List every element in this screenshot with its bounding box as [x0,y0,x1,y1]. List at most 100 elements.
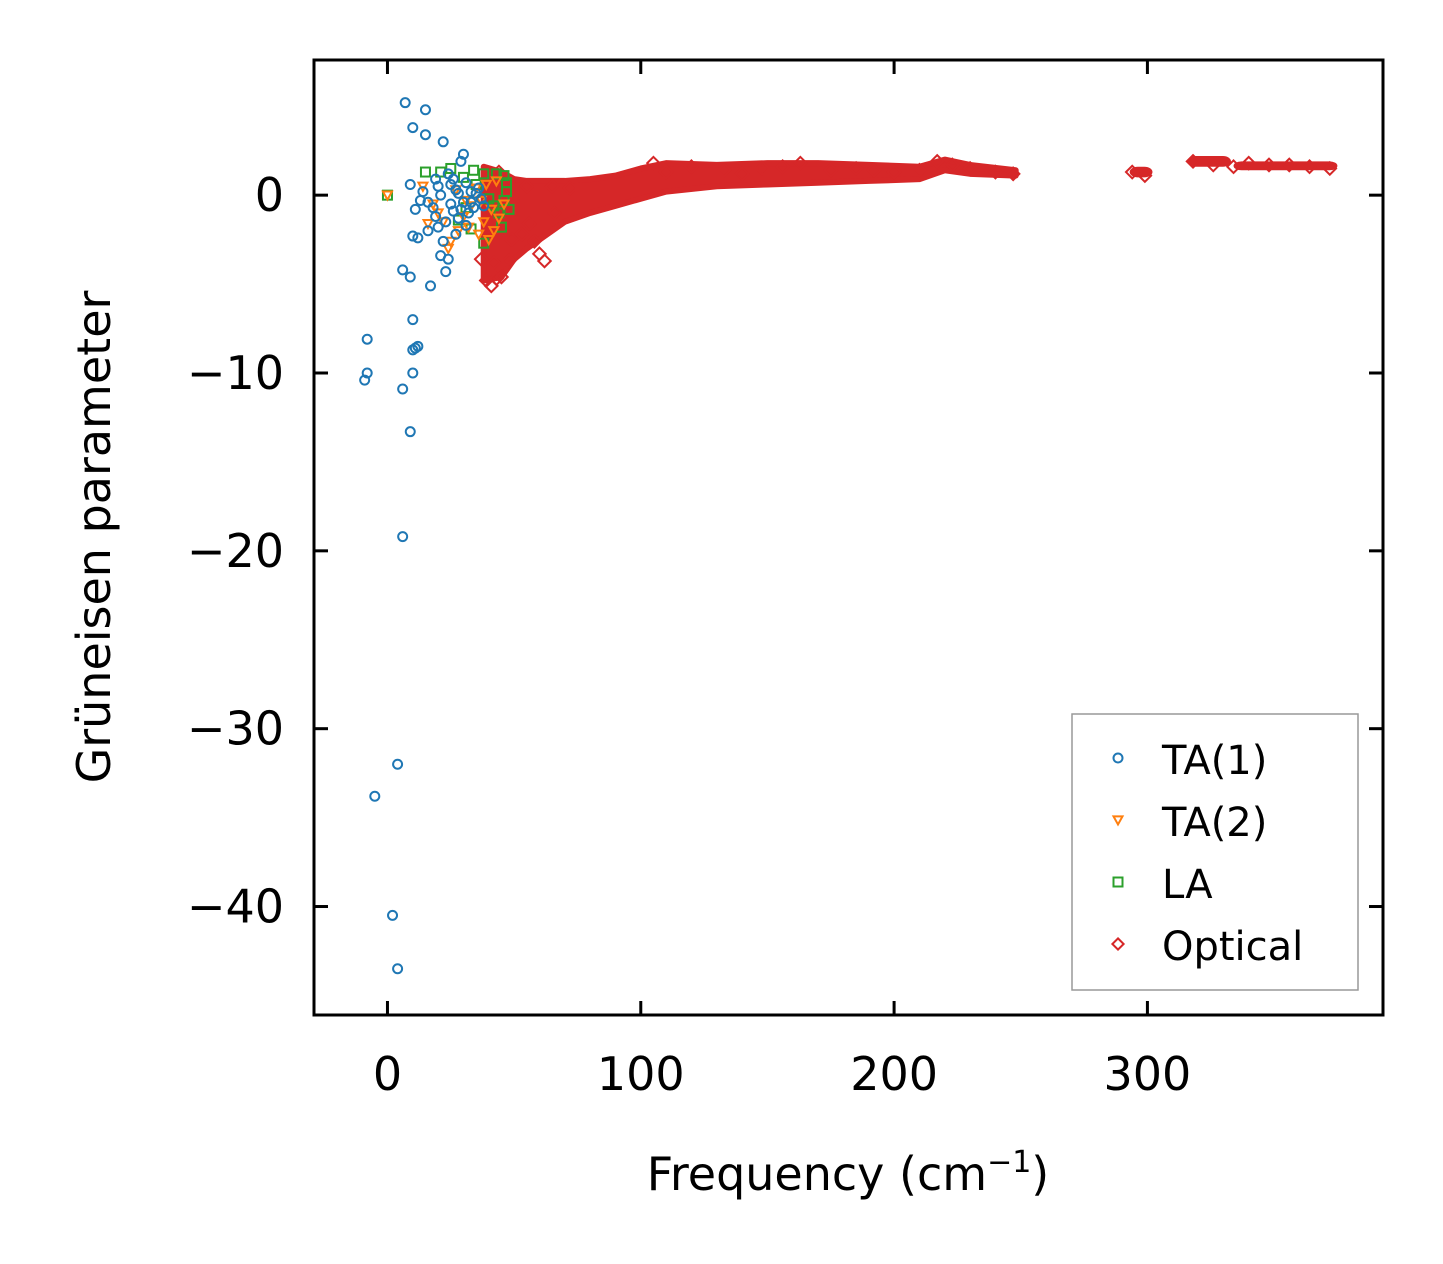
data-point [457,148,469,160]
plot-frame [312,58,1385,1017]
data-point [450,228,462,240]
y-tick-label: −10 [187,346,284,400]
x-tick-label: 300 [1104,1047,1192,1101]
data-point [359,374,371,386]
data-point [1301,159,1318,175]
legend-marker [1111,815,1125,827]
optical-dense-band [480,156,1019,284]
legend-marker [1112,752,1124,764]
data-point [536,253,553,269]
data-point [457,196,469,208]
axis-ticks [314,60,1383,1015]
data-point [866,162,882,178]
data-point [404,178,416,190]
data-point [392,758,404,770]
data-point [1225,159,1242,175]
data-point [683,159,700,175]
data-point [1322,160,1338,177]
data-point [455,155,467,167]
data-point [442,253,454,265]
tick-labels: 0 100 200 300 0 −10 −20 −30 −40 [187,168,1191,1101]
x-tick-label: 200 [850,1047,938,1101]
data-point [498,170,510,182]
legend-marker [1110,936,1126,952]
data-point [409,203,421,215]
data-point [492,213,506,225]
data-point [734,166,750,182]
data-point [399,97,411,109]
y-tick-label: −30 [187,702,284,756]
data-point [774,159,791,175]
data-point [460,219,472,231]
data-point [658,164,674,180]
data-point [519,178,535,194]
series-optical [473,153,1338,294]
legend-label-ta2: TA(2) [1161,800,1267,846]
data-point [397,264,409,276]
legend-frame [1071,713,1359,991]
data-point [929,153,945,170]
data-point [478,168,490,180]
data-point [404,271,416,283]
data-point [1281,157,1297,173]
data-point [412,232,424,244]
data-point [447,173,459,185]
data-point [490,176,503,188]
x-tick-label: 0 [373,1047,402,1101]
data-point [501,253,517,269]
data-point [521,215,537,232]
data-point [452,226,465,238]
data-point [886,164,902,180]
x-tick-label: 100 [597,1047,685,1101]
data-point [465,186,477,198]
data-point [361,333,373,345]
x-axis-title: Frequency (cm−1) [647,1145,1050,1201]
data-point [437,136,449,148]
data-point [1137,167,1153,184]
data-point [1261,157,1277,173]
data-point [1185,153,1201,170]
data-point [407,367,419,379]
data-point [823,162,839,178]
data-point [440,216,452,228]
data-point [435,166,447,178]
data-point [361,367,373,379]
data-point [419,104,431,116]
data-point [486,255,502,271]
data-marks [359,97,1338,975]
data-point [409,342,421,354]
data-point [425,280,437,292]
data-point [419,129,431,141]
data-point [422,225,434,237]
data-point [488,271,505,287]
data-point [480,179,493,192]
data-point [452,187,464,199]
data-point [430,210,442,222]
data-point [1205,157,1221,173]
data-point [440,266,452,278]
data-point [544,178,560,194]
data-point [407,230,419,242]
legend: TA(1) TA(2) LA Optical [1071,713,1359,991]
data-point [485,204,498,216]
data-point [962,160,978,177]
data-point [1124,164,1140,180]
data-point [421,219,435,231]
y-tick-label: −20 [187,524,284,578]
data-point [430,173,442,185]
data-point [468,164,480,176]
y-axis-title: Grüneisen parameter [67,290,121,783]
data-point [716,162,733,178]
data-point [387,909,399,921]
data-point [493,269,510,285]
series-ta-1- [359,97,490,975]
data-point [407,314,419,326]
data-point [445,178,457,190]
data-point [465,196,477,208]
data-point [419,166,431,178]
y-tick-label: −40 [187,880,284,934]
data-point [392,963,404,975]
data-point [414,194,426,206]
data-point [792,155,809,171]
